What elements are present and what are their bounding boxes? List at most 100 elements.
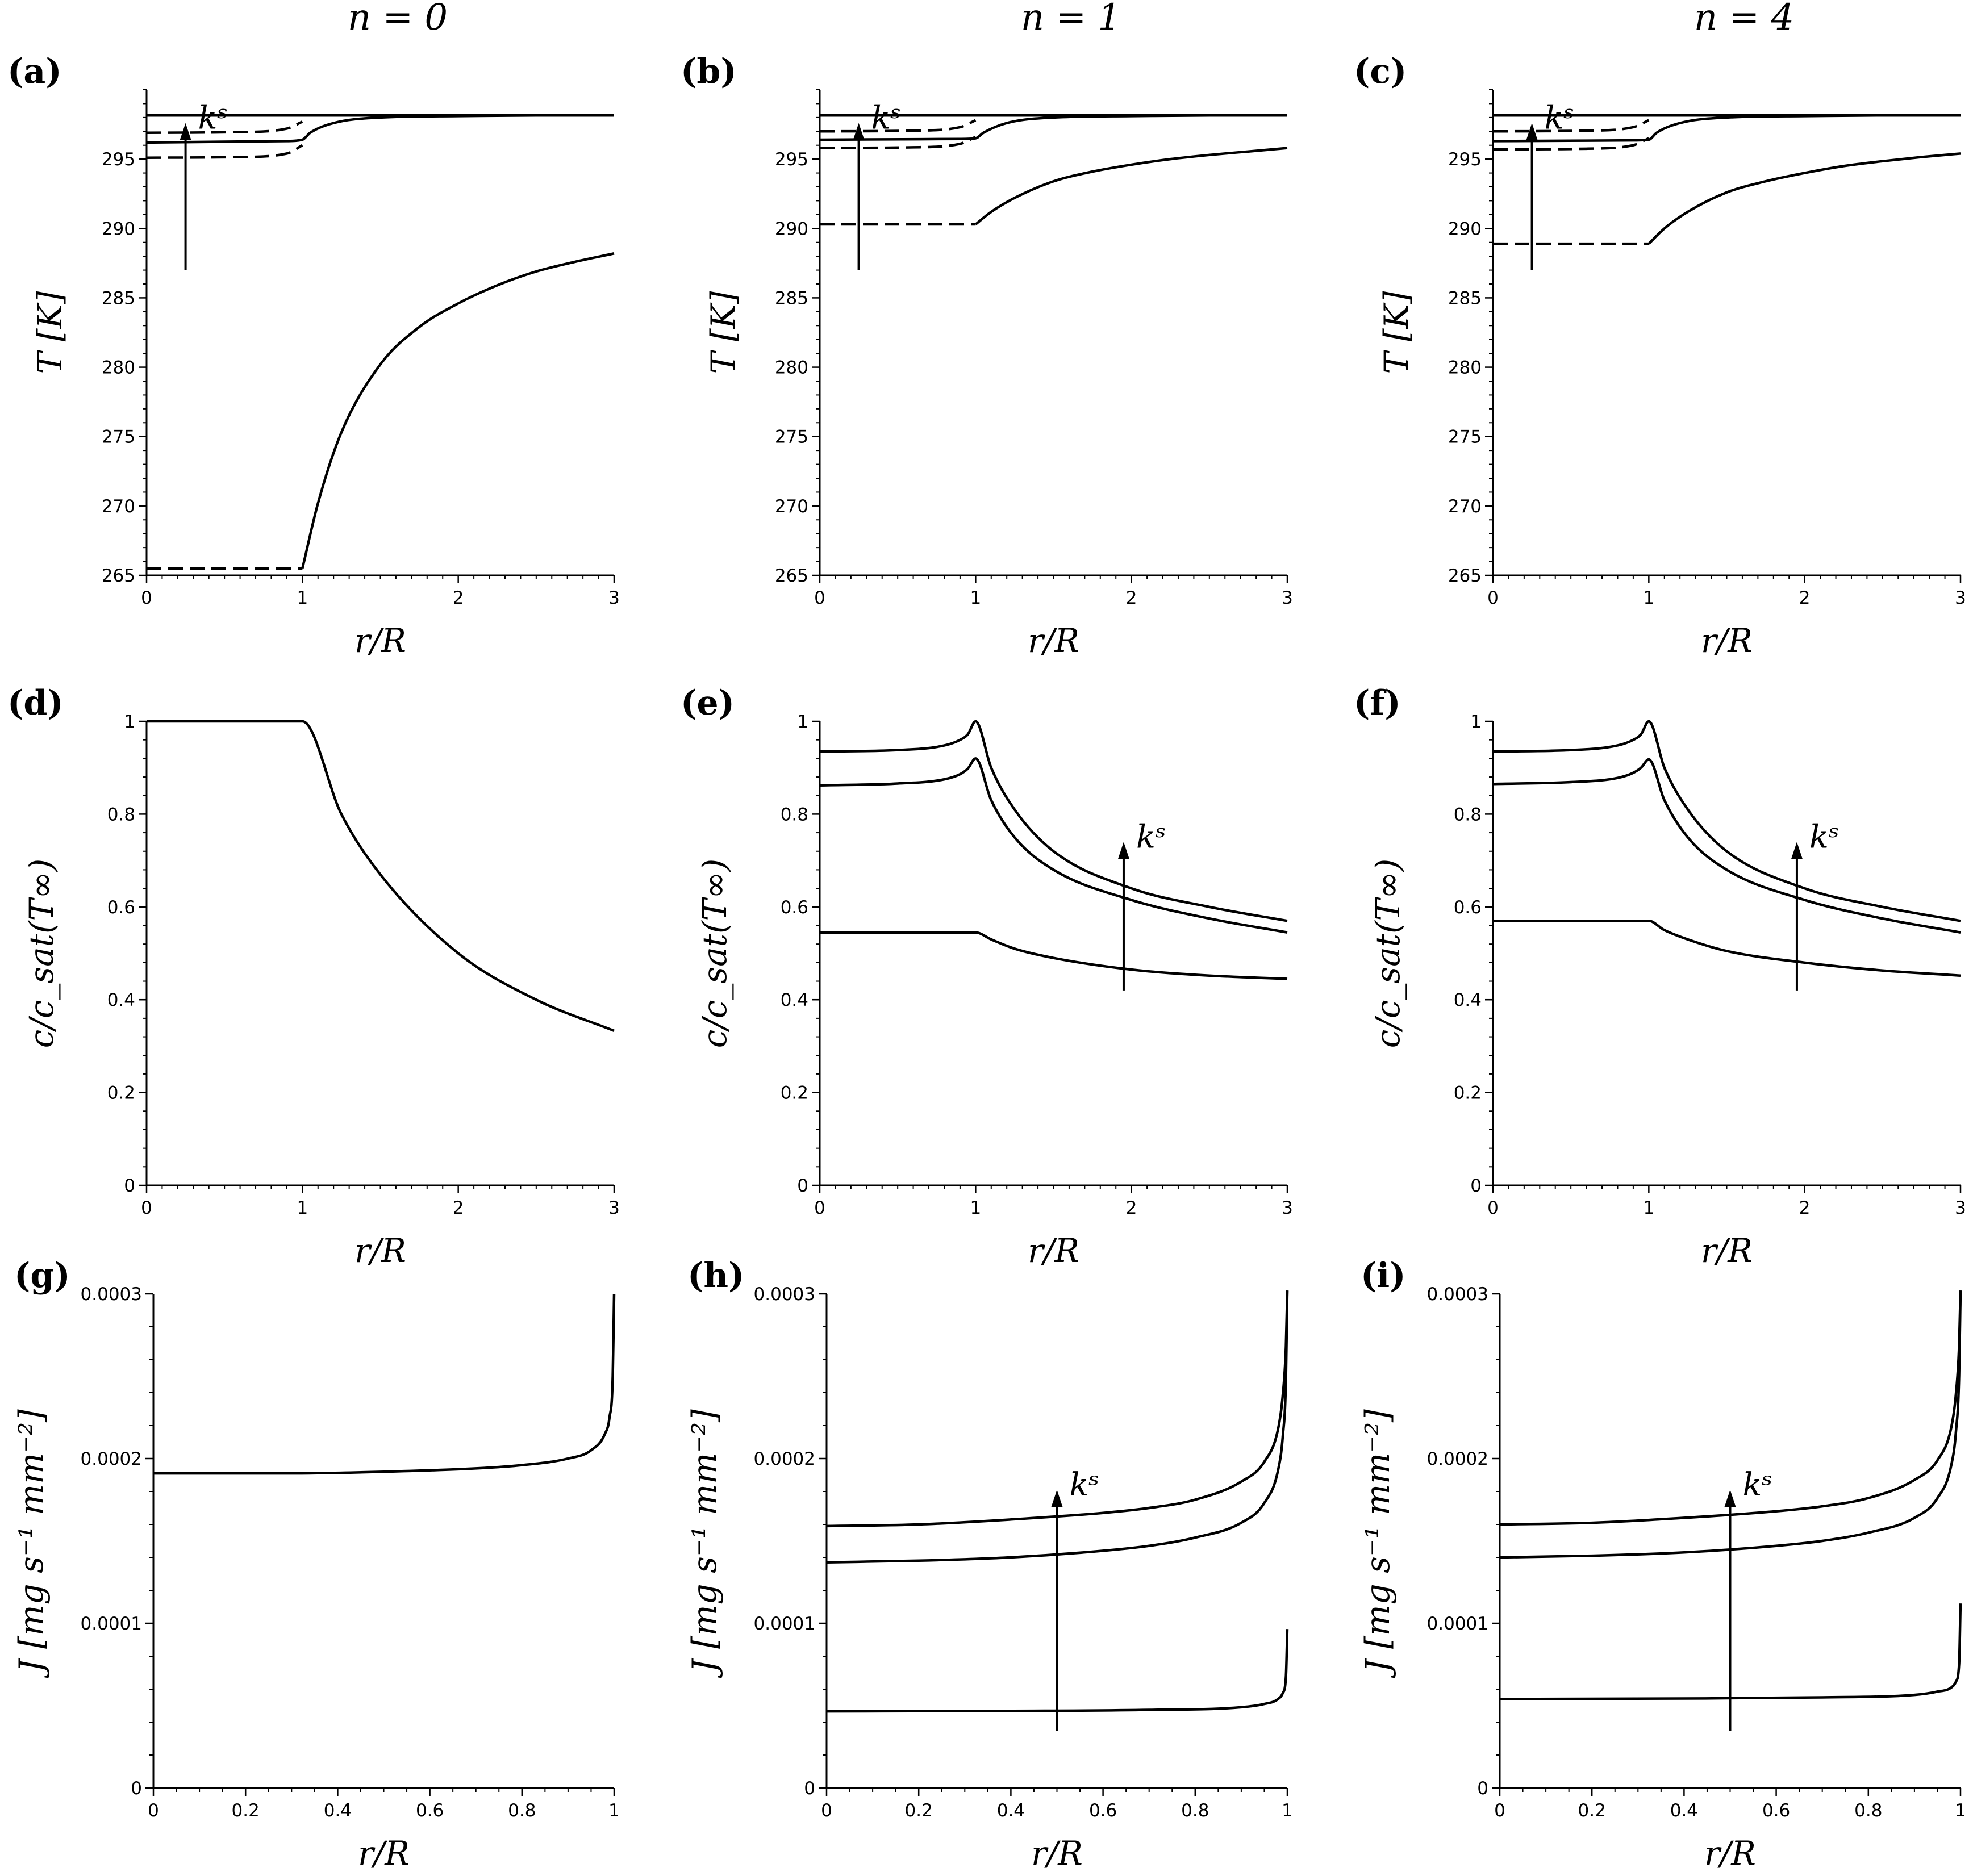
y-tick-label: 0.2: [107, 1083, 135, 1104]
panel-i: (i) 0 0.2 0.4 0.6 0.8 1 0 0.0001 0.0002 0.0003 r/R J…: [1358, 1256, 1966, 1873]
panel-c: (c) 0 1 2 3 265 270 275 280 285 290 295 r/R T [K] kˢ: [1354, 52, 1966, 660]
x-tick-label: 0: [141, 1198, 152, 1218]
y-tick-label: 0.6: [1454, 897, 1482, 918]
series-line: [1647, 152, 1961, 245]
y-tick-label: 0: [804, 1778, 815, 1799]
x-tick-label: 1: [1282, 1800, 1293, 1821]
series-line: [301, 252, 615, 569]
panel-label: (g): [14, 1256, 70, 1296]
panel-label: (a): [7, 52, 62, 91]
x-tick-label: 1: [970, 588, 981, 608]
y-axis-label: J [mg s⁻¹ mm⁻²]: [12, 1409, 51, 1678]
x-tick-label: 0: [814, 1198, 825, 1218]
y-tick-label: 0.4: [107, 990, 135, 1010]
ks-arrow-head: [1724, 1490, 1736, 1507]
y-tick-label: 0.0003: [81, 1284, 142, 1305]
panel-f: (f) 0 1 2 3 0 0.2 0.4 0.6 0.8 1 r/R c/c_sat(T∞) kˢ: [1354, 683, 1966, 1270]
ks-arrow-head: [180, 123, 191, 140]
column-title-n0: n = 0: [348, 0, 448, 39]
x-axis-label: r/R: [358, 1834, 410, 1873]
panel-b: (b) 0 1 2 3 265 270 275 280 285 290 295 r/R T [K] kˢ: [681, 52, 1293, 660]
ks-label: kˢ: [871, 100, 902, 137]
y-axis-label: T [K]: [1377, 291, 1416, 374]
x-tick-label: 0: [148, 1800, 159, 1821]
y-tick-label: 0.6: [781, 897, 808, 918]
y-tick-label: 290: [102, 219, 135, 239]
y-tick-label: 0: [1477, 1778, 1488, 1799]
x-tick-label: 0.8: [1854, 1800, 1882, 1821]
y-axis-label: c/c_sat(T∞): [1369, 859, 1407, 1048]
column-title-n1: n = 1: [1021, 0, 1121, 39]
ks-label: kˢ: [1136, 818, 1166, 855]
y-axis-label: T [K]: [31, 291, 69, 374]
ks-label: kˢ: [1743, 1466, 1773, 1503]
y-tick-label: 0.2: [781, 1083, 808, 1104]
panel-label: (d): [7, 683, 64, 723]
y-tick-label: 285: [1448, 288, 1482, 308]
series-line: [1493, 920, 1961, 977]
series-line: [826, 1629, 1289, 1713]
panel-label: (h): [687, 1256, 744, 1296]
x-axis-label: r/R: [354, 621, 406, 660]
ks-arrow-head: [1526, 123, 1538, 140]
ks-label: kˢ: [1809, 818, 1839, 855]
y-tick-label: 1: [124, 712, 135, 732]
x-tick-label: 0.8: [1181, 1800, 1209, 1821]
y-tick-label: 270: [102, 496, 135, 517]
column-title-n4: n = 4: [1694, 0, 1794, 39]
y-axis-label: c/c_sat(T∞): [22, 859, 61, 1048]
ks-arrow-head: [853, 123, 865, 140]
x-tick-label: 0.6: [1762, 1800, 1790, 1821]
y-axis-label: T [K]: [704, 291, 743, 374]
y-tick-label: 295: [775, 149, 808, 170]
x-tick-label: 1: [1643, 588, 1654, 608]
y-tick-label: 0.0002: [81, 1449, 142, 1469]
y-tick-label: 0: [131, 1778, 142, 1799]
x-tick-label: 2: [1126, 1198, 1137, 1218]
y-tick-label: 0.8: [781, 804, 808, 825]
ks-label: kˢ: [1070, 1466, 1100, 1503]
x-axis-label: r/R: [1701, 1231, 1753, 1270]
x-tick-label: 0.4: [997, 1800, 1025, 1821]
y-tick-label: 280: [102, 358, 135, 378]
x-tick-label: 0.6: [1089, 1800, 1117, 1821]
x-axis-label: r/R: [1028, 1231, 1079, 1270]
series-line: [153, 1293, 616, 1475]
x-tick-label: 2: [453, 588, 464, 608]
y-tick-label: 0: [797, 1176, 808, 1196]
x-tick-label: 0: [821, 1800, 832, 1821]
x-tick-label: 0: [1487, 588, 1499, 608]
ks-arrow-head: [1051, 1490, 1063, 1507]
x-tick-label: 1: [970, 1198, 981, 1218]
x-tick-label: 0: [1487, 1198, 1499, 1218]
series-line: [1499, 1290, 1962, 1526]
x-tick-label: 2: [1799, 1198, 1811, 1218]
y-tick-label: 1: [1470, 712, 1482, 732]
series-line: [819, 720, 1288, 922]
x-axis-label: r/R: [1028, 621, 1079, 660]
y-tick-label: 0: [1470, 1176, 1482, 1196]
series-line: [147, 720, 615, 1033]
ks-arrow-head: [1117, 842, 1129, 859]
y-tick-label: 0.0001: [1427, 1614, 1488, 1634]
panel-h: (h) 0 0.2 0.4 0.6 0.8 1 0 0.0001 0.0002 0.0003 r/R J…: [685, 1256, 1293, 1873]
y-tick-label: 0.0001: [81, 1614, 142, 1634]
y-tick-label: 265: [1448, 566, 1482, 586]
x-axis-label: r/R: [1704, 1834, 1756, 1873]
y-tick-label: 0.4: [781, 990, 808, 1010]
panel-label: (f): [1354, 683, 1401, 723]
y-tick-label: 0.6: [107, 897, 135, 918]
series-line: [826, 1290, 1289, 1528]
x-tick-label: 0: [814, 588, 825, 608]
x-tick-label: 2: [1799, 588, 1811, 608]
series-line: [1492, 758, 1961, 934]
panel-a: (a) 0 1 2 3 265 270 275 280 285 290 295 r/R T [K] kˢ: [7, 52, 620, 660]
y-tick-label: 0.2: [1454, 1083, 1482, 1104]
y-axis-label: J [mg s⁻¹ mm⁻²]: [685, 1409, 724, 1678]
series-line: [1499, 1603, 1962, 1700]
y-tick-label: 0.4: [1454, 990, 1482, 1010]
panel-d: (d) 0 1 2 3 0 0.2 0.4 0.6 0.8 1 r/R c/c_sat(T∞): [7, 683, 620, 1270]
series-line: [1499, 1290, 1962, 1559]
